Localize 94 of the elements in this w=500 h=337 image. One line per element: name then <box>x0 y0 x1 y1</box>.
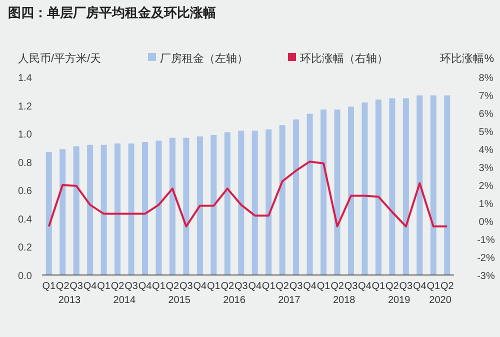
x-tick-label: Q1 <box>97 281 111 292</box>
x-tick-label: Q4 <box>412 281 427 292</box>
text: 2017 <box>278 295 301 306</box>
y2-tick-label: 2% <box>478 181 494 192</box>
y-tick-label: 0.0 <box>18 271 32 282</box>
bar <box>156 140 162 275</box>
bar <box>142 142 148 275</box>
x-tick-label: Q3 <box>234 281 248 292</box>
bar <box>402 98 409 275</box>
bar <box>73 146 80 275</box>
bar <box>375 100 382 275</box>
bar <box>334 110 340 275</box>
bar <box>100 144 107 275</box>
y2-tick-label: 4% <box>478 145 494 156</box>
y-tick-label: 1.2 <box>18 101 32 112</box>
bar <box>293 119 300 275</box>
x-tick-label: Q3 <box>180 281 194 292</box>
x-tick-label: Q2 <box>330 281 344 292</box>
y-tick-label: 1.4 <box>18 73 32 84</box>
bar <box>252 130 258 275</box>
y-tick-label: 0.8 <box>18 158 32 169</box>
bar <box>444 95 450 275</box>
text: 2018 <box>333 295 356 306</box>
text: 2013 <box>58 295 82 306</box>
y-tick-label: 1.0 <box>18 130 32 141</box>
bar <box>128 143 134 275</box>
y2-tick-label: -3% <box>477 271 495 282</box>
bar <box>348 106 354 275</box>
x-tick-label: Q1 <box>372 281 386 292</box>
bar <box>362 102 368 275</box>
x-tick-label: Q2 <box>386 281 400 292</box>
bar <box>279 125 286 275</box>
x-tick-label: Q3 <box>70 281 84 292</box>
x-tick-label: Q2 <box>440 281 454 292</box>
y-tick-label: 0.6 <box>18 186 32 198</box>
bar <box>238 130 244 275</box>
y-tick-label: 0.2 <box>18 242 32 254</box>
x-tick-label: Q1 <box>206 281 221 292</box>
x-tick-label: Q1 <box>426 281 441 292</box>
bar <box>266 129 272 275</box>
text: 2014 <box>113 295 136 306</box>
x-tick-label: Q2 <box>166 281 180 292</box>
x-tick-label: Q4 <box>193 281 208 292</box>
x-tick-label: Q3 <box>344 281 358 292</box>
line-series <box>48 160 448 228</box>
legend-label: 厂房租金（左轴） <box>160 52 248 65</box>
y2-tick-label: 3% <box>478 163 494 174</box>
x-tick-label: Q2 <box>276 281 290 292</box>
legend-label: 环比涨幅（右轴） <box>300 52 388 65</box>
y2-tick-label: 5% <box>478 127 494 138</box>
y2-tick-label: -2% <box>477 253 495 264</box>
x-tick-label: Q2 <box>220 281 235 292</box>
bar <box>196 136 203 275</box>
bar <box>389 98 396 275</box>
bar <box>210 134 217 275</box>
x-tick-label: Q3 <box>399 281 414 292</box>
text: 2016 <box>223 295 246 306</box>
x-tick-label: Q1 <box>152 281 166 292</box>
x-tick-label: Q4 <box>303 281 317 292</box>
y2-tick-label: 7% <box>478 91 494 102</box>
x-tick-label: Q1 <box>262 281 276 292</box>
text: 2015 <box>168 295 191 306</box>
bar <box>306 114 313 275</box>
y2-tick-label: -1% <box>477 235 495 246</box>
bar <box>46 152 52 275</box>
bar <box>114 143 121 275</box>
bar <box>183 138 190 275</box>
bar <box>416 95 423 275</box>
y2-tick-label: 0% <box>478 217 494 228</box>
x-tick-label: Q4 <box>138 281 152 292</box>
y2-tick-label: 1% <box>478 199 494 210</box>
bar <box>87 144 94 275</box>
x-tick-label: Q2 <box>110 281 125 292</box>
x-tick-label: Q4 <box>83 281 98 292</box>
x-tick-label: Q3 <box>124 281 138 292</box>
text: 2019 <box>388 295 411 306</box>
x-tick-label: Q4 <box>248 281 262 292</box>
x-tick-label: Q2 <box>56 281 70 292</box>
y2-axis-title: 环比涨幅% <box>440 52 494 65</box>
bar <box>224 132 230 275</box>
text: 2020 <box>429 295 452 306</box>
y2-tick-label: 6% <box>478 109 494 120</box>
bar <box>320 110 327 275</box>
bar <box>60 149 66 275</box>
x-tick-label: Q1 <box>316 281 331 292</box>
chart-title: 图四：单层厂房平均租金及环比涨幅 <box>8 5 216 20</box>
bar <box>430 95 436 275</box>
x-tick-label: Q3 <box>289 281 304 292</box>
x-tick-label: Q4 <box>358 281 372 292</box>
bar <box>169 138 176 275</box>
y-axis-title: 人民币/平方米/天 <box>18 52 102 65</box>
y2-tick-label: 8% <box>478 73 494 84</box>
y-tick-label: 0.4 <box>18 214 32 226</box>
x-tick-label: Q1 <box>42 281 56 292</box>
